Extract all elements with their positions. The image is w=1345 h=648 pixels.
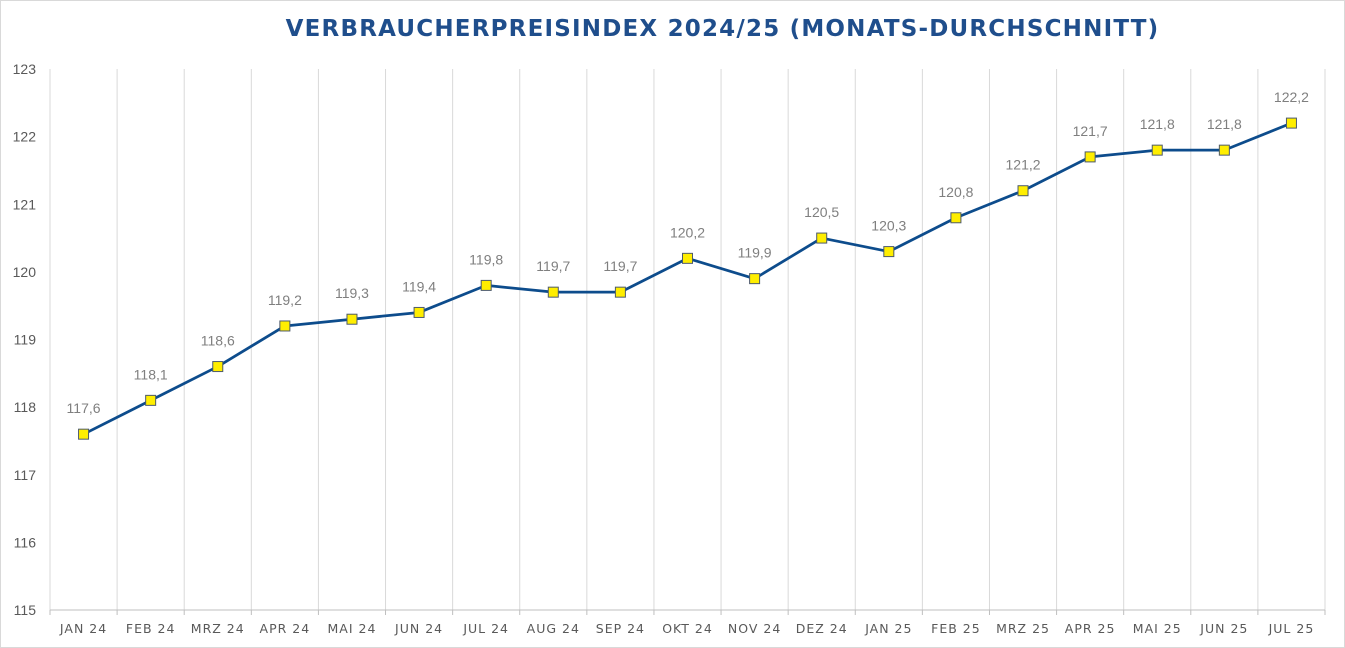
- y-tick-label: 115: [14, 602, 37, 618]
- data-point-marker: [883, 246, 895, 258]
- data-label: 119,4: [402, 278, 436, 294]
- y-tick-label: 118: [14, 399, 37, 415]
- x-tick-label: SEP 24: [596, 621, 645, 636]
- x-tick-label: APR 25: [1065, 621, 1116, 636]
- data-point-marker: [1017, 185, 1029, 197]
- data-point-marker: [950, 212, 962, 224]
- data-point-marker: [1151, 144, 1163, 156]
- data-point-marker: [816, 232, 828, 244]
- data-point-marker: [480, 279, 492, 291]
- data-label: 119,2: [268, 292, 302, 308]
- data-point-marker: [212, 361, 224, 373]
- x-tick-label: FEB 25: [931, 621, 981, 636]
- y-tick-label: 122: [13, 129, 37, 145]
- data-label: 119,3: [335, 285, 369, 301]
- data-label: 117,6: [67, 400, 101, 416]
- x-tick-label: MRZ 25: [996, 621, 1050, 636]
- y-tick-label: 116: [14, 534, 37, 550]
- x-tick-label: JUL 25: [1268, 621, 1315, 636]
- x-tick-label: JAN 25: [864, 621, 912, 636]
- data-label: 119,8: [469, 251, 503, 267]
- data-point-marker: [413, 306, 425, 318]
- data-label: 118,1: [134, 366, 168, 382]
- data-label: 119,7: [603, 258, 637, 274]
- data-label: 119,7: [536, 258, 570, 274]
- data-point-marker: [1285, 117, 1297, 129]
- data-point-marker: [614, 286, 626, 298]
- x-tick-label: JUL 24: [462, 621, 509, 636]
- data-label: 120,3: [871, 218, 906, 234]
- data-label: 119,9: [738, 245, 772, 261]
- x-tick-label: MRZ 24: [191, 621, 245, 636]
- x-tick-label: AUG 24: [527, 621, 580, 636]
- data-point-marker: [145, 394, 157, 406]
- data-point-marker: [78, 428, 90, 440]
- data-point-marker: [346, 313, 358, 325]
- data-label: 122,2: [1274, 89, 1309, 105]
- y-tick-label: 123: [13, 61, 37, 77]
- data-label: 121,2: [1006, 157, 1041, 173]
- x-tick-label: APR 24: [260, 621, 311, 636]
- x-tick-label: NOV 24: [728, 621, 781, 636]
- y-tick-label: 121: [13, 196, 37, 212]
- data-label: 121,8: [1140, 116, 1175, 132]
- data-point-marker: [749, 273, 761, 285]
- x-tick-label: FEB 24: [126, 621, 176, 636]
- data-label: 120,2: [670, 224, 705, 240]
- data-point-marker: [1218, 144, 1230, 156]
- series-line: [82, 121, 1292, 436]
- data-point-marker: [547, 286, 559, 298]
- y-tick-label: 117: [14, 467, 37, 483]
- data-label: 121,7: [1073, 123, 1108, 139]
- chart-title: VERBRAUCHERPREISINDEX 2024/25 (MONATS-DU…: [285, 16, 1160, 42]
- x-tick-label: OKT 24: [662, 621, 713, 636]
- x-tick-label: JAN 24: [59, 621, 107, 636]
- y-tick-label: 120: [13, 264, 37, 280]
- data-label: 121,8: [1207, 116, 1242, 132]
- x-tick-label: MAI 25: [1133, 621, 1182, 636]
- y-tick-label: 119: [14, 332, 37, 348]
- data-label: 120,8: [938, 184, 973, 200]
- data-label: 118,6: [201, 333, 235, 349]
- data-label: 120,5: [804, 204, 839, 220]
- x-tick-label: MAI 24: [328, 621, 377, 636]
- x-tick-label: DEZ 24: [796, 621, 848, 636]
- data-point-marker: [279, 320, 291, 332]
- x-tick-label: JUN 24: [394, 621, 443, 636]
- x-tick-label: JUN 25: [1199, 621, 1248, 636]
- data-point-marker: [682, 252, 693, 264]
- data-point-marker: [1084, 151, 1096, 163]
